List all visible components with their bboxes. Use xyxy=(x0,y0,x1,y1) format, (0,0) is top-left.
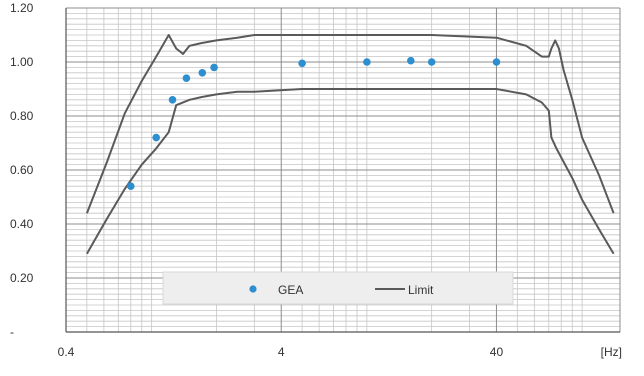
gea-data-point xyxy=(298,59,306,68)
gea-data-point xyxy=(168,96,177,104)
legend-box xyxy=(162,271,514,305)
gea-data-point xyxy=(363,58,371,66)
y-tick-label: 0.40 xyxy=(10,217,34,231)
gea-data-point xyxy=(492,58,501,66)
x-tick-label: 40 xyxy=(490,345,504,359)
limit-line-upper xyxy=(85,34,615,214)
y-tick-label: 1.20 xyxy=(10,1,34,15)
x-tick-label: 4 xyxy=(278,345,285,359)
gea-data-point xyxy=(427,58,436,66)
gea-data-point xyxy=(152,133,160,142)
y-tick-label: 0.20 xyxy=(10,271,34,285)
gea-data-point xyxy=(210,63,218,72)
legend-limit-label: Limit xyxy=(408,283,434,297)
gea-data-point xyxy=(127,182,135,190)
y-tick-labels: - 0.20 0.40 0.60 0.80 1.00 1.20 xyxy=(10,1,34,339)
x-axis-unit-label: [Hz] xyxy=(601,345,622,359)
limit-line-lower xyxy=(86,88,615,255)
legend-gea-marker xyxy=(249,285,257,293)
y-tick-label: - xyxy=(10,325,14,339)
limit-lines xyxy=(85,34,615,255)
axes xyxy=(65,8,620,333)
y-tick-label: 0.60 xyxy=(10,163,34,177)
gea-points xyxy=(127,56,501,190)
y-tick-label: 0.80 xyxy=(10,109,34,123)
x-tick-label: 0.4 xyxy=(58,345,75,359)
x-tick-labels: 0.4 4 40 xyxy=(58,345,504,359)
gea-data-point xyxy=(407,56,415,65)
gea-data-point xyxy=(198,69,207,77)
gea-data-point xyxy=(182,74,191,82)
legend-gea-label: GEA xyxy=(278,283,303,297)
y-tick-label: 1.00 xyxy=(10,55,34,69)
legend: GEA Limit xyxy=(162,271,514,305)
